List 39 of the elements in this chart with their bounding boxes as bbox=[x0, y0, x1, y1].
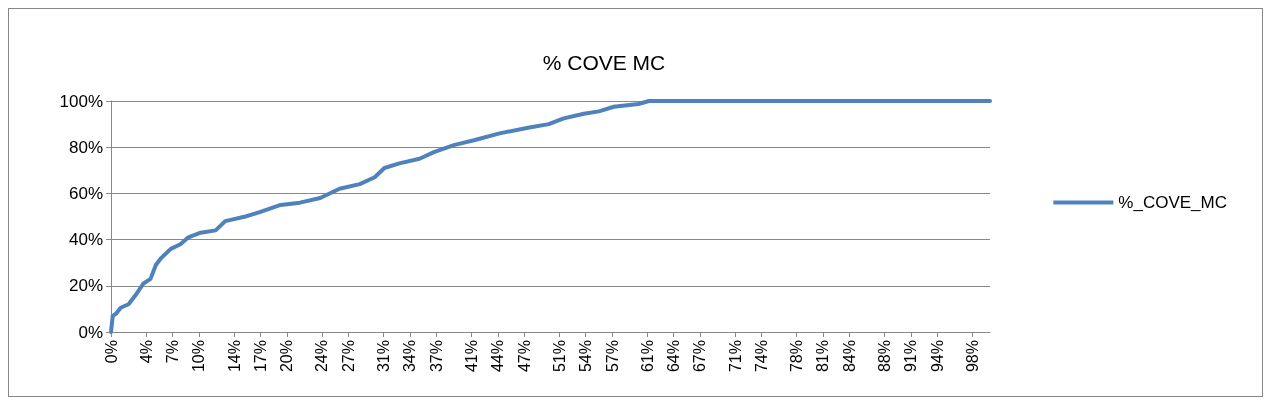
x-tick-label: 81% bbox=[814, 340, 832, 373]
x-tick-label: 47% bbox=[515, 340, 533, 373]
x-tick-label: 44% bbox=[489, 340, 507, 373]
x-tick-label: 7% bbox=[164, 340, 182, 364]
line-series bbox=[109, 99, 992, 334]
y-tick-label: 40% bbox=[68, 230, 103, 250]
x-tick-label: 0% bbox=[102, 340, 120, 364]
y-tick-label: 20% bbox=[68, 276, 103, 296]
y-tick-label: 60% bbox=[68, 183, 103, 203]
y-tick-label: 0% bbox=[78, 322, 103, 342]
x-tick-label: 34% bbox=[401, 340, 419, 373]
x-tick-label: 61% bbox=[638, 340, 656, 373]
x-tick-label: 17% bbox=[251, 340, 269, 373]
x-tick-label: 88% bbox=[876, 340, 894, 373]
chart-title: % COVE MC bbox=[542, 51, 666, 74]
x-tick-label: 31% bbox=[374, 340, 392, 373]
x-tick-label: 94% bbox=[928, 340, 946, 373]
x-tick-label: 74% bbox=[752, 340, 770, 373]
x-tick-label: 57% bbox=[603, 340, 621, 373]
x-tick-label: 98% bbox=[963, 340, 981, 373]
x-tick-label: 10% bbox=[190, 340, 208, 373]
x-tick-label: 51% bbox=[550, 340, 568, 373]
x-tick-label: 64% bbox=[665, 340, 683, 373]
legend-label: %_COVE_MC bbox=[1118, 193, 1227, 212]
x-tick-label: 41% bbox=[462, 340, 480, 373]
x-tick-label: 71% bbox=[726, 340, 744, 373]
x-tick-label: 78% bbox=[788, 340, 806, 373]
x-tick-label: 27% bbox=[339, 340, 357, 373]
x-tick-label: 4% bbox=[137, 340, 155, 364]
x-tick-label: 54% bbox=[577, 340, 595, 373]
x-tick-label: 67% bbox=[691, 340, 709, 373]
x-tick-label: 24% bbox=[313, 340, 331, 373]
x-tick-label: 91% bbox=[902, 340, 920, 373]
y-tick-label: 80% bbox=[68, 137, 103, 157]
x-tick-label: 37% bbox=[427, 340, 445, 373]
y-tick-label: 100% bbox=[59, 91, 103, 111]
x-tick-label: 14% bbox=[225, 340, 243, 373]
x-tick-label: 20% bbox=[278, 340, 296, 373]
x-tick-label: 84% bbox=[840, 340, 858, 373]
